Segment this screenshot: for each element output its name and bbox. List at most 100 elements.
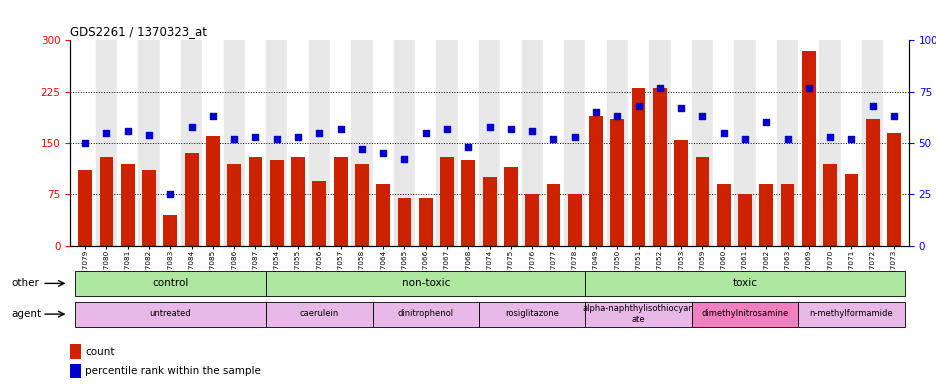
Bar [287, 40, 308, 246]
Bar [754, 40, 776, 246]
Bar [266, 40, 287, 246]
Point [461, 144, 475, 150]
Text: untreated: untreated [150, 310, 191, 318]
Point [78, 140, 93, 146]
Bar [117, 40, 139, 246]
Bar [542, 40, 563, 246]
Point [737, 136, 752, 142]
Point [885, 113, 900, 119]
Point [312, 130, 327, 136]
Bar [500, 40, 521, 246]
Point [715, 130, 730, 136]
Bar [270, 160, 284, 246]
Bar [329, 40, 351, 246]
Bar [308, 40, 329, 246]
Point [481, 124, 496, 130]
Text: alpha-naphthylisothiocyan
ate: alpha-naphthylisothiocyan ate [582, 304, 694, 324]
Bar [418, 198, 432, 246]
Text: dimethylnitrosamine: dimethylnitrosamine [701, 310, 788, 318]
Bar [712, 40, 734, 246]
Point [227, 136, 241, 142]
Bar [482, 177, 496, 246]
Bar [436, 40, 457, 246]
Point [354, 146, 369, 152]
Point [120, 127, 135, 134]
Point [546, 136, 561, 142]
Bar [776, 40, 797, 246]
Point [524, 127, 539, 134]
Bar [139, 40, 159, 246]
Bar [457, 40, 478, 246]
Point [780, 136, 795, 142]
Point [695, 113, 709, 119]
Bar [70, 364, 81, 378]
Bar [206, 136, 220, 246]
Bar [691, 302, 797, 327]
Bar [609, 119, 623, 246]
Point [417, 130, 432, 136]
Bar [351, 40, 373, 246]
Bar [99, 157, 113, 246]
Bar [95, 40, 117, 246]
Bar [606, 40, 627, 246]
Bar [649, 40, 670, 246]
Point [99, 130, 114, 136]
Bar [631, 88, 645, 246]
Text: n-methylformamide: n-methylformamide [809, 310, 892, 318]
Bar [563, 40, 585, 246]
Point [609, 113, 624, 119]
Bar [373, 302, 478, 327]
Bar [312, 181, 326, 246]
Bar [734, 40, 754, 246]
Bar [121, 164, 135, 246]
Bar [75, 271, 266, 296]
Point [332, 126, 347, 132]
Bar [840, 40, 861, 246]
Text: rosiglitazone: rosiglitazone [505, 310, 559, 318]
Bar [478, 40, 500, 246]
Point [397, 156, 412, 162]
Bar [75, 302, 266, 327]
Bar [521, 40, 542, 246]
Point [651, 84, 666, 91]
Point [822, 134, 837, 140]
Point [631, 103, 646, 109]
Text: non-toxic: non-toxic [402, 278, 449, 288]
Point [588, 109, 603, 115]
Bar [291, 157, 304, 246]
Point [439, 126, 454, 132]
Bar [585, 271, 903, 296]
Text: agent: agent [11, 309, 41, 319]
Bar [589, 116, 602, 246]
Bar [627, 40, 649, 246]
Bar [142, 170, 155, 246]
Bar [819, 40, 840, 246]
Bar [227, 164, 241, 246]
Bar [585, 302, 691, 327]
Text: count: count [85, 347, 115, 357]
Point [205, 113, 220, 119]
Bar [184, 153, 198, 246]
Bar [248, 157, 262, 246]
Bar [333, 157, 347, 246]
Point [864, 103, 879, 109]
Bar [797, 302, 903, 327]
Bar [716, 184, 730, 246]
Bar [163, 215, 177, 246]
Bar [585, 40, 606, 246]
Bar [843, 174, 857, 246]
Bar [440, 157, 453, 246]
Bar [181, 40, 202, 246]
Bar [525, 194, 538, 246]
Bar [691, 40, 712, 246]
Bar [823, 164, 836, 246]
Point [269, 136, 284, 142]
Bar [224, 40, 244, 246]
Bar [738, 194, 751, 246]
Text: dinitrophenol: dinitrophenol [397, 310, 453, 318]
Text: other: other [11, 278, 39, 288]
Bar [478, 302, 585, 327]
Bar [415, 40, 436, 246]
Bar [393, 40, 415, 246]
Point [758, 119, 773, 126]
